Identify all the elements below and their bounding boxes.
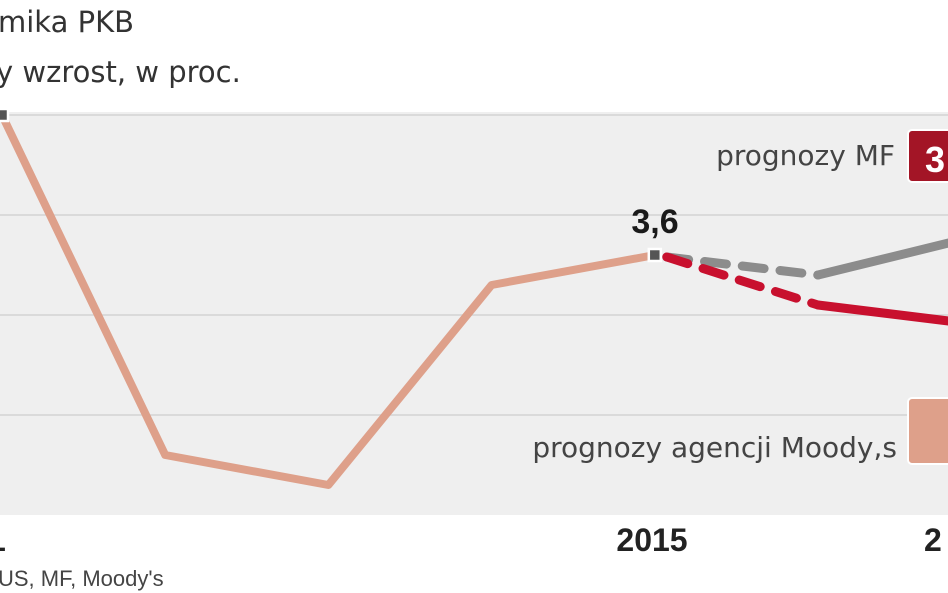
source-note: US, MF, Moody's <box>0 566 164 591</box>
series-line-historical <box>0 111 659 489</box>
series-dashed-mf-red <box>662 252 823 310</box>
chart-subtitle: y wzrost, w proc. <box>0 55 241 89</box>
legend-mf-label: prognozy MF <box>716 139 895 172</box>
series-line-mf-red <box>813 300 948 326</box>
series-dashed-mf-grey <box>662 252 823 280</box>
x-tick-2011: 1 <box>0 522 6 558</box>
legend-mf-badge <box>907 129 948 183</box>
x-tick-2015: 2015 <box>616 522 687 558</box>
data-point-marker <box>0 107 10 123</box>
series-line-mf-grey <box>813 238 948 280</box>
legend-moodys-swatch <box>907 397 948 465</box>
legend-moodys-label: prognozy agencji Moody,s <box>532 431 897 464</box>
data-point-marker <box>647 247 663 263</box>
x-tick-2017: 2 <box>924 522 942 558</box>
chart-title: mika PKB <box>0 5 134 39</box>
annotation-label: 3,6 <box>631 203 678 241</box>
legend-mf-badge-value: 3 <box>925 139 945 180</box>
